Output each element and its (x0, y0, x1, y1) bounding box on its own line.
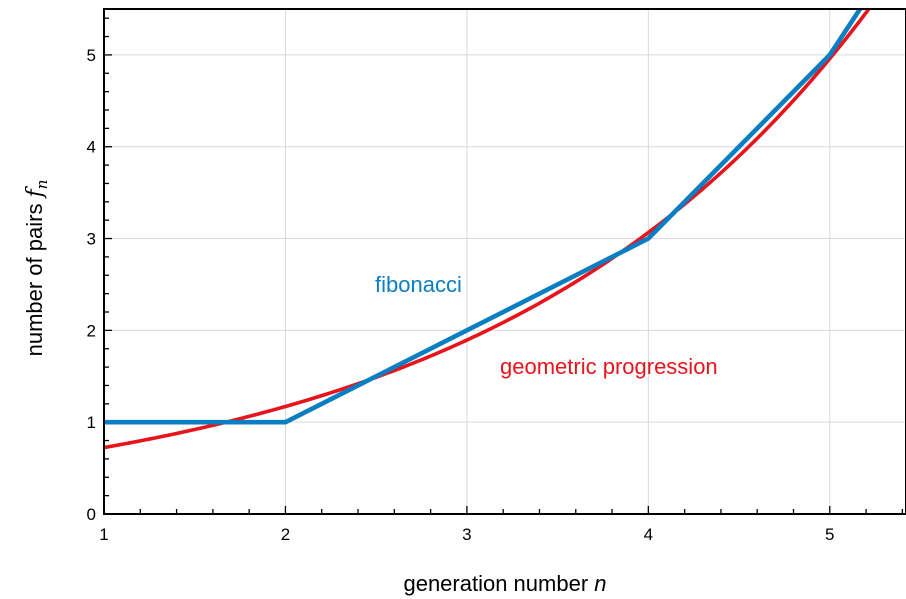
y-tick-label: 0 (87, 505, 96, 524)
minor-ticks (103, 17, 904, 515)
x-axis-title: generation number n (403, 571, 606, 596)
x-tick-label: 4 (644, 525, 653, 544)
series-label-geometric: geometric progression (500, 354, 718, 379)
x-tick-label: 5 (825, 525, 834, 544)
y-tick-label: 5 (87, 46, 96, 65)
x-axis-label: generation number (403, 571, 588, 596)
series-line-geometric (104, 9, 872, 450)
series-layer (104, 9, 872, 450)
y-tick-label: 3 (87, 230, 96, 249)
x-tick-label: 1 (99, 525, 108, 544)
series-label-fibonacci: fibonacci (375, 272, 462, 297)
series-line-fibonacci (104, 9, 863, 425)
y-axis-variable-subscript: n (33, 180, 51, 190)
y-axis-label: number of pairs (22, 204, 47, 357)
plot-frame (103, 8, 906, 515)
y-axis-title: number of pairs fn (22, 180, 51, 357)
y-tick-label: 1 (87, 413, 96, 432)
y-tick-label: 2 (87, 321, 96, 340)
grid (103, 9, 906, 515)
x-tick-label: 3 (462, 525, 471, 544)
x-axis-variable: n (594, 571, 606, 596)
x-tick-label: 2 (281, 525, 290, 544)
y-tick-label: 4 (87, 138, 96, 157)
x-tick-labels: 1 2 3 4 5 (99, 525, 834, 544)
y-tick-labels: 0 1 2 3 4 5 (87, 46, 96, 524)
